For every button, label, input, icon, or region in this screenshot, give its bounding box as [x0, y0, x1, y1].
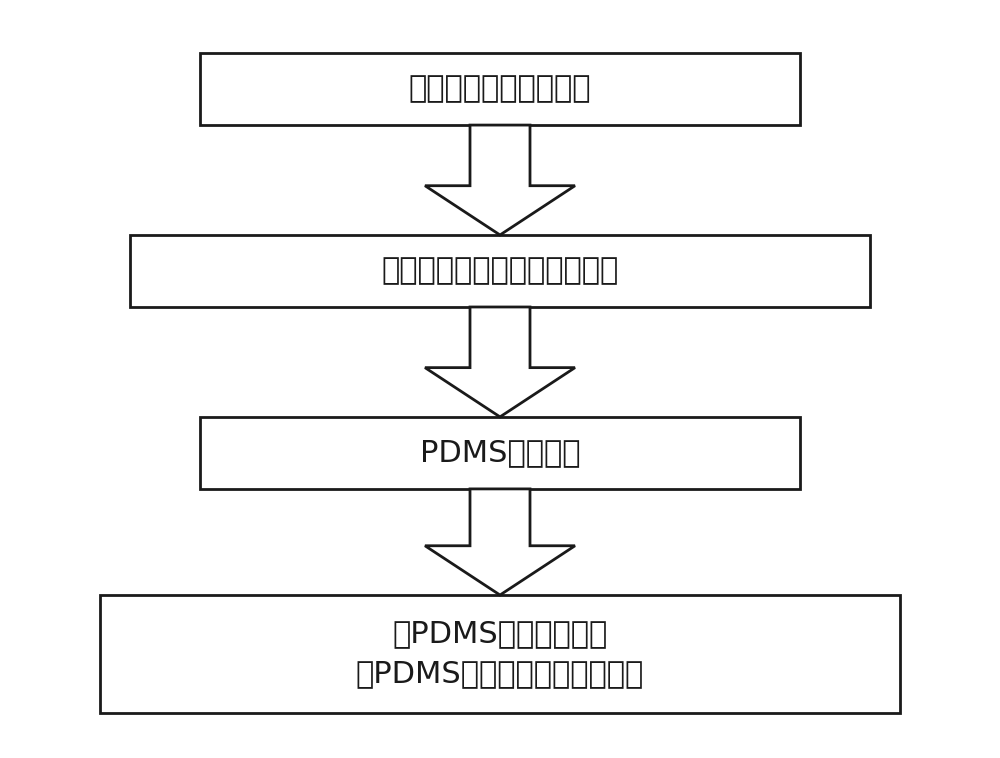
Text: PDMS模板制备: PDMS模板制备	[420, 438, 580, 468]
FancyBboxPatch shape	[130, 235, 870, 307]
Text: 选取硬质固体材料母版: 选取硬质固体材料母版	[409, 74, 591, 104]
Polygon shape	[425, 125, 575, 235]
FancyBboxPatch shape	[200, 417, 800, 489]
Text: 飞秒激光制备硬质微结构母版: 飞秒激光制备硬质微结构母版	[381, 256, 619, 286]
FancyBboxPatch shape	[100, 595, 900, 713]
Text: 在PDMS模板上镀金膜
完PDMS表面拉曼增强基底制备: 在PDMS模板上镀金膜 完PDMS表面拉曼增强基底制备	[356, 619, 644, 688]
Polygon shape	[425, 489, 575, 595]
Polygon shape	[425, 307, 575, 417]
FancyBboxPatch shape	[200, 53, 800, 125]
